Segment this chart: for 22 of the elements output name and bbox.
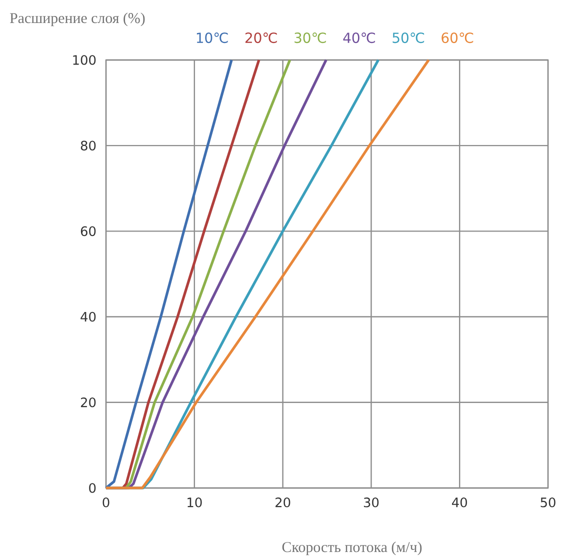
series-label: 20℃ <box>245 32 277 44</box>
y-tick-label: 100 <box>73 55 96 65</box>
y-tick-label: 40 <box>80 312 96 322</box>
series-label: 40℃ <box>343 32 375 44</box>
line-series <box>104 58 233 490</box>
y-axis-title: Расширение слоя (%) <box>10 12 145 26</box>
line-series <box>104 58 430 490</box>
series-label: 30℃ <box>294 32 326 44</box>
x-axis-title: Скорость потока (м/ч) <box>282 542 422 556</box>
x-tick-label: 40 <box>452 498 467 508</box>
y-tick-label: 20 <box>80 397 96 408</box>
series-label: 10℃ <box>196 32 228 44</box>
y-tick-label: 80 <box>80 140 96 150</box>
series-label: 60℃ <box>442 32 474 44</box>
x-tick-label: 20 <box>276 498 290 508</box>
y-tick-label: 60 <box>80 226 96 236</box>
x-tick-label: 50 <box>540 498 556 508</box>
x-tick-label: 30 <box>364 498 379 508</box>
x-tick-label: 10 <box>188 498 202 508</box>
y-tick-label: 0 <box>89 483 96 493</box>
x-tick-label: 0 <box>102 498 110 508</box>
series-label: 50℃ <box>392 32 424 44</box>
